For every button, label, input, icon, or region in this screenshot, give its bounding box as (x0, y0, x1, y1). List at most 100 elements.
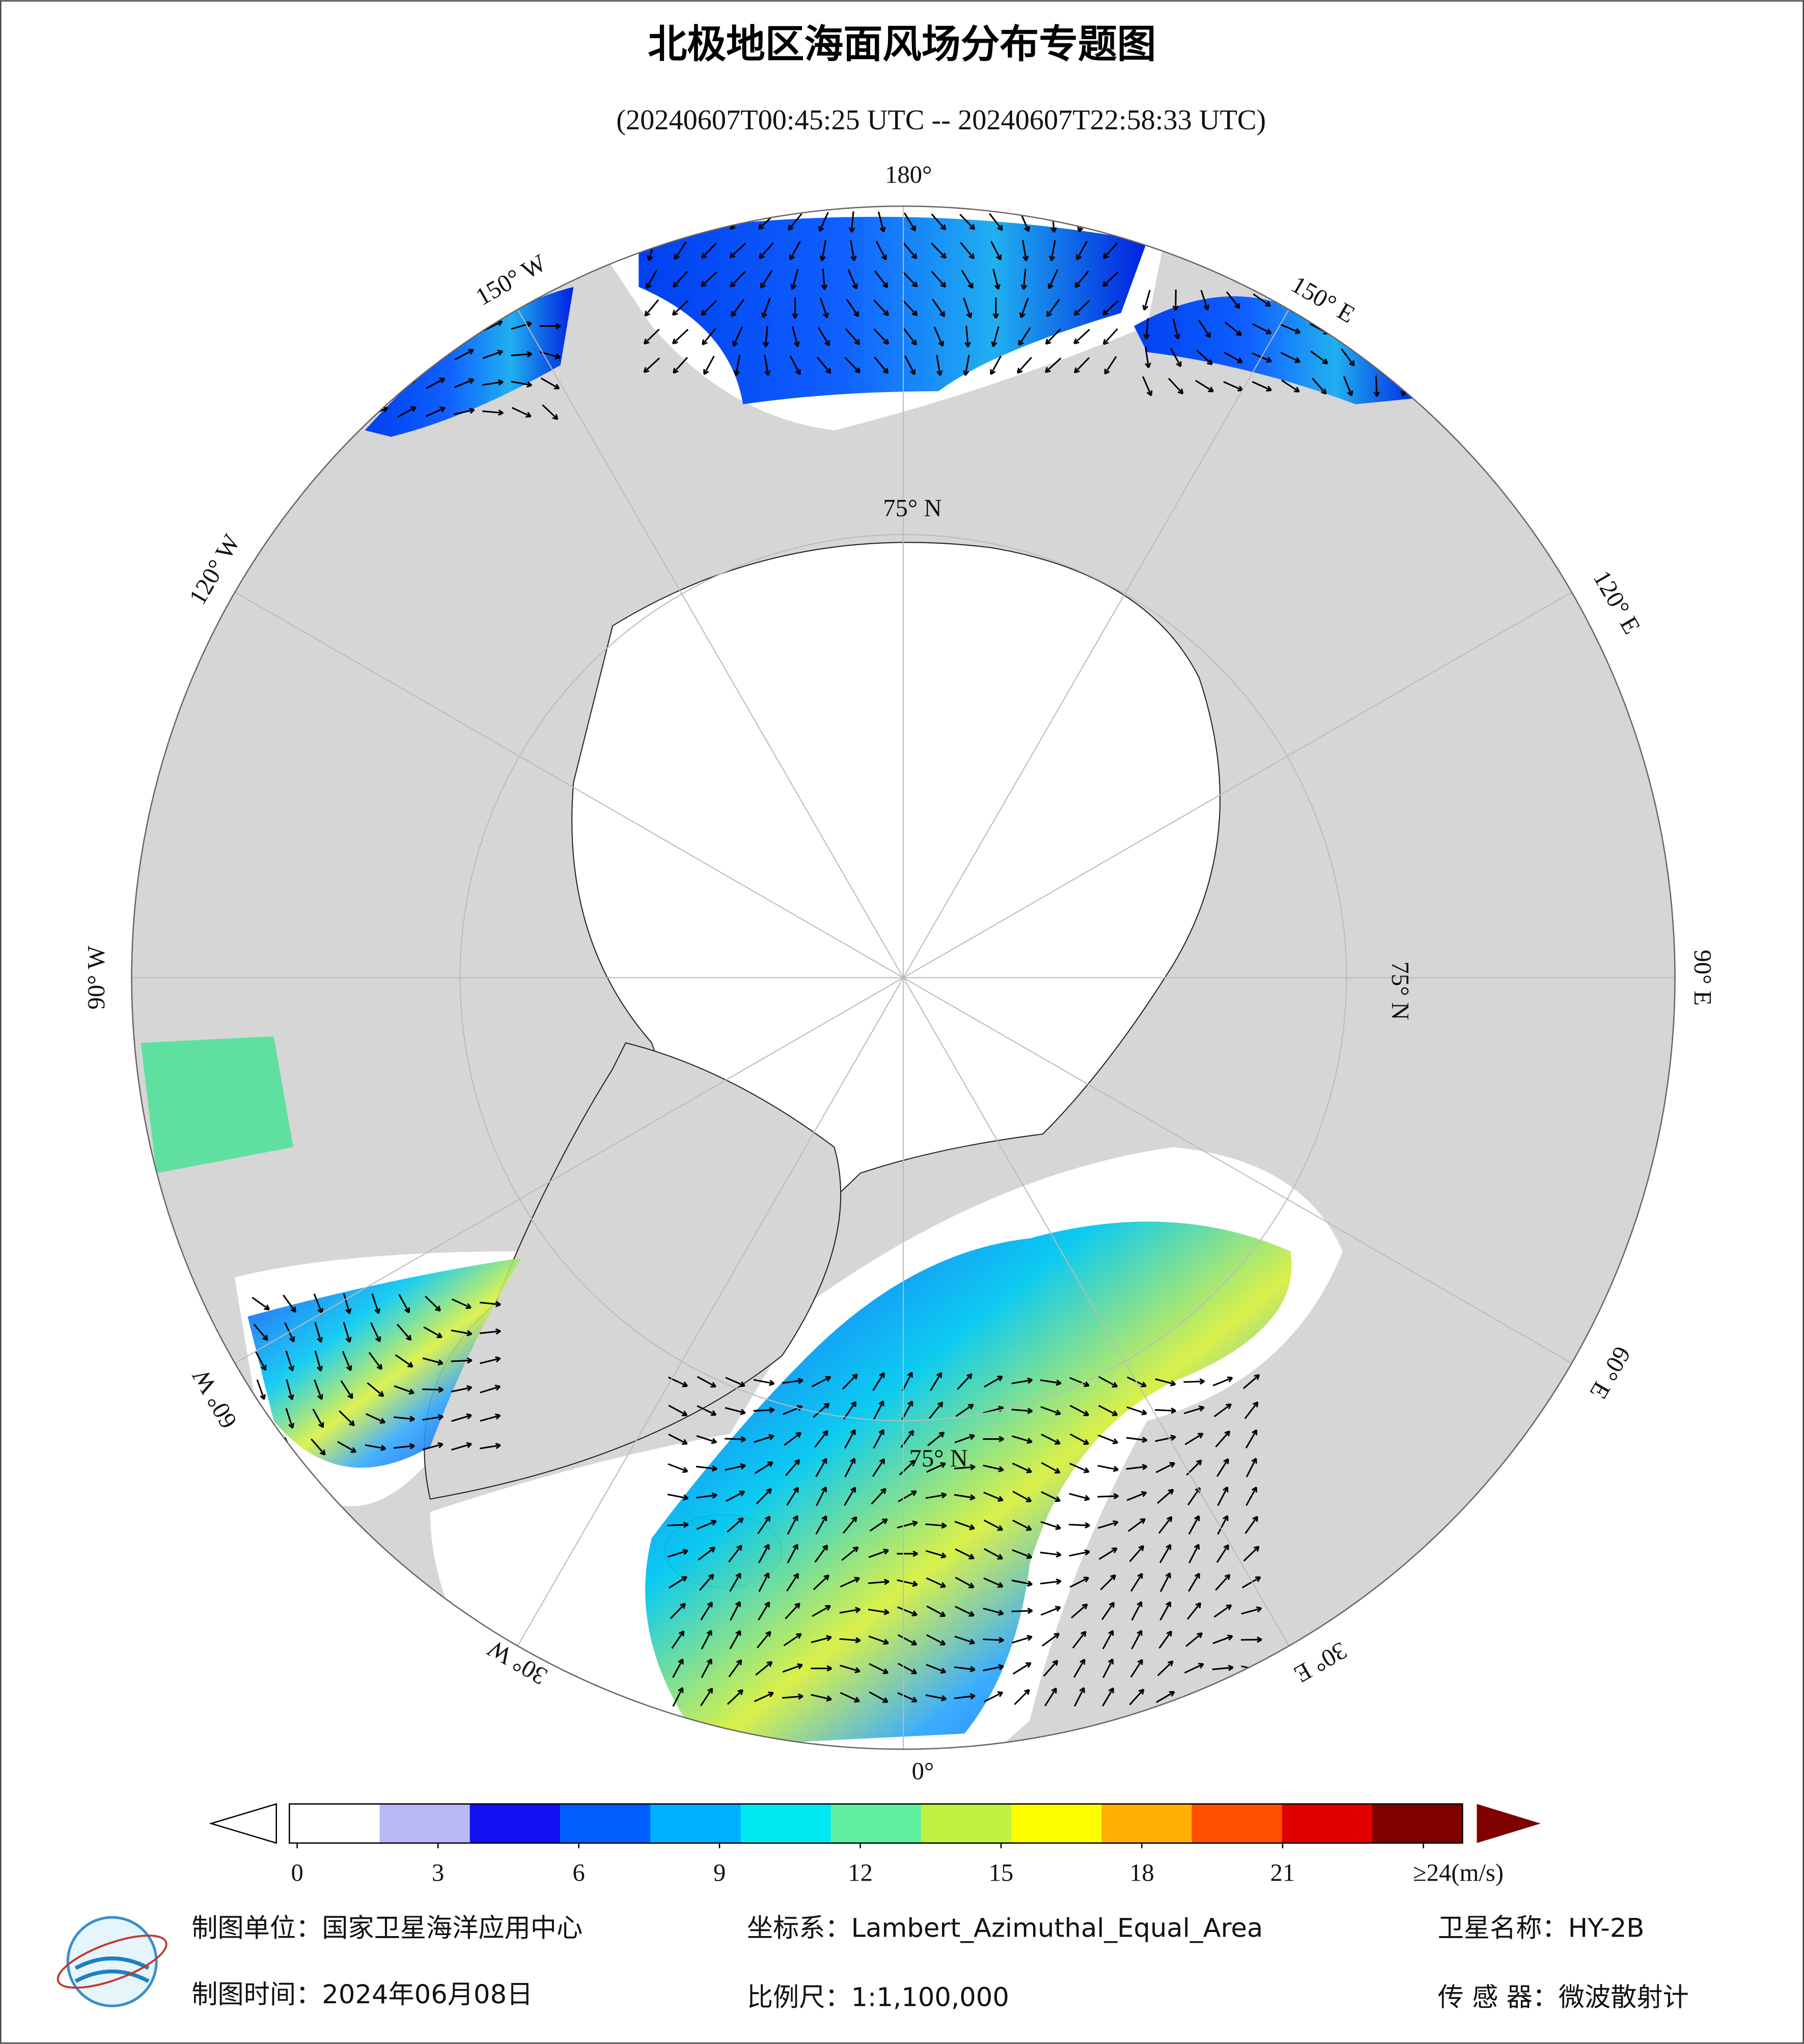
wind-arrow (1011, 1435, 1033, 1444)
wind-arrow (1069, 1463, 1090, 1473)
wind-arrow (672, 300, 689, 316)
wind-arrow (990, 355, 1002, 375)
wind-arrow (394, 1443, 415, 1449)
wind-arrow (1155, 1435, 1176, 1442)
wind-arrow (1252, 323, 1272, 334)
wind-arrow (990, 241, 1002, 261)
wind-arrow (931, 213, 947, 231)
wind-arrow (1126, 1491, 1147, 1501)
wind-arrow (782, 1693, 803, 1700)
wind-arrows (252, 211, 1411, 1707)
wind-arrow (314, 1322, 323, 1343)
wind-arrow (954, 1464, 976, 1471)
wind-arrow (1241, 1636, 1262, 1643)
colorbar-tick-label: 3 (432, 1859, 444, 1887)
wind-arrow (897, 1579, 918, 1587)
wind-arrow (1217, 1486, 1229, 1506)
wind-arrow (1126, 1464, 1148, 1470)
wind-arrow (902, 242, 918, 260)
wind-arrow (963, 354, 970, 376)
wind-arrow (511, 407, 532, 418)
wind-arrow (788, 213, 802, 231)
wind-arrow (928, 1402, 943, 1419)
wind-arrow (1045, 328, 1061, 345)
wind-field-okhotsk (1134, 296, 1421, 405)
wind-arrow (872, 1458, 885, 1477)
wind-arrow (1011, 1408, 1033, 1414)
wind-arrow (668, 1433, 688, 1445)
wind-arrow (812, 1605, 831, 1617)
wind-arrow (813, 1403, 830, 1418)
wind-arrow (480, 1328, 501, 1335)
wind-arrow (790, 269, 799, 290)
wind-arrow (955, 1404, 974, 1417)
wind-arrow (1241, 1606, 1262, 1615)
wind-arrow (792, 297, 798, 319)
wind-arrow (811, 1376, 831, 1387)
wind-arrow (1040, 1578, 1062, 1585)
wind-arrow (1242, 1576, 1261, 1588)
wind-arrow (1012, 1519, 1032, 1531)
wind-arrow (846, 298, 859, 317)
wind-arrow (252, 1297, 270, 1310)
colorbar-segment (650, 1804, 741, 1843)
wind-arrow (727, 1517, 744, 1533)
wind-arrow (1074, 270, 1089, 288)
wind-arrow (422, 1414, 444, 1421)
wind-arrow (897, 1520, 918, 1529)
lon-label: 90° W (82, 946, 110, 1010)
wind-arrow (1014, 1689, 1030, 1705)
wind-arrow (764, 354, 771, 376)
wind-arrow (701, 1630, 712, 1649)
wind-arrow (954, 1434, 975, 1444)
wind-arrow (753, 1379, 775, 1386)
wind-arrow (1011, 1635, 1033, 1644)
wind-arrow (811, 1694, 832, 1702)
wind-arrow (339, 1410, 355, 1426)
wind-arrow (782, 1378, 803, 1384)
wind-arrow (311, 1438, 326, 1455)
wind-arrow (819, 240, 827, 262)
wind-arrow (1226, 291, 1240, 309)
wind-arrow (398, 1294, 410, 1313)
wind-arrow (701, 1658, 712, 1678)
wind-arrow (925, 1522, 947, 1529)
wind-arrow (811, 1635, 832, 1643)
map (131, 206, 1675, 1749)
wind-arrow (1016, 357, 1032, 374)
wind-arrow (1069, 1493, 1090, 1501)
wind-arrow (256, 1379, 266, 1400)
wind-arrow (343, 1322, 352, 1343)
wind-arrow (925, 1492, 947, 1499)
wind-arrow (394, 1385, 415, 1395)
wind-arrow (423, 1326, 443, 1338)
wind-arrow (1184, 1663, 1204, 1674)
wind-arrow (954, 1636, 975, 1645)
wind-arrow (1044, 1687, 1057, 1706)
wind-arrow (897, 1692, 918, 1703)
wind-arrow (925, 1694, 947, 1702)
wind-arrow (903, 327, 917, 346)
colorbar-segment (1282, 1804, 1373, 1843)
wind-arrow (1069, 1405, 1090, 1416)
wind-arrow (754, 1434, 774, 1443)
wind-arrow (783, 1633, 802, 1646)
wind-arrow (1131, 1601, 1143, 1621)
wind-arrow (1040, 1606, 1061, 1616)
wind-arrow (646, 269, 658, 289)
wind-arrow (1156, 1691, 1175, 1703)
wind-arrow (842, 1516, 857, 1534)
wind-arrow (696, 1465, 717, 1472)
wind-arrow (1131, 1630, 1143, 1649)
wind-arrow (1043, 1660, 1059, 1677)
wind-arrow (983, 1607, 1004, 1616)
wind-arrow (728, 1659, 742, 1677)
wind-arrow (667, 1494, 689, 1501)
wind-arrow (1212, 1376, 1233, 1387)
wind-arrow (1341, 348, 1355, 367)
wind-arrow (815, 1458, 827, 1477)
wind-arrow (868, 1548, 889, 1558)
wind-arrow (850, 240, 857, 262)
wind-arrow (725, 1377, 745, 1387)
colorbar-tick-label: 18 (1129, 1859, 1154, 1887)
